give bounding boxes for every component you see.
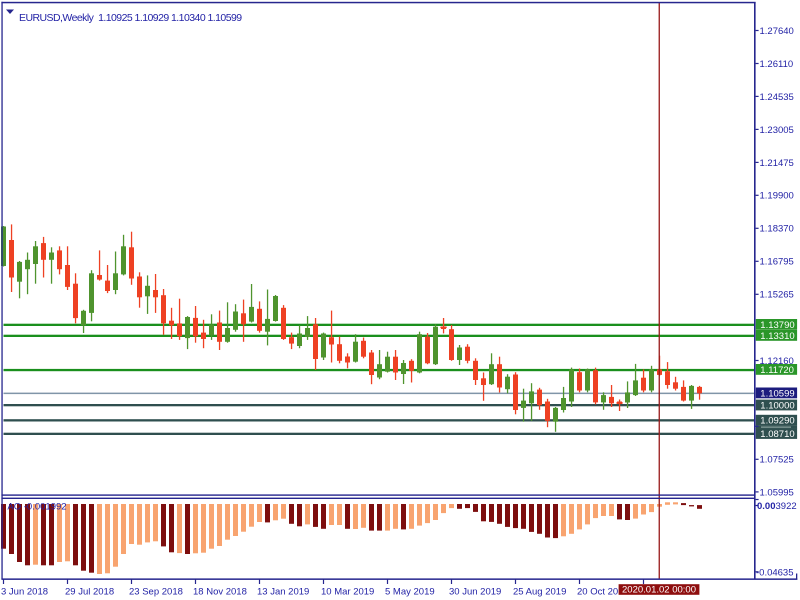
svg-text:1.13790: 1.13790 [760,320,794,331]
svg-text:23 Sep 2018: 23 Sep 2018 [129,586,183,597]
svg-text:13 Jan 2019: 13 Jan 2019 [257,586,309,597]
svg-text:1.12160: 1.12160 [760,356,794,367]
svg-text:1.13310: 1.13310 [760,331,794,342]
svg-text:10 Mar 2019: 10 Mar 2019 [321,586,374,597]
svg-text:1.23005: 1.23005 [760,125,794,136]
svg-text:2020.01.02 00:00: 2020.01.02 00:00 [622,585,696,596]
svg-text:1.19900: 1.19900 [760,191,794,202]
svg-text:3 Jun 2018: 3 Jun 2018 [1,586,48,597]
svg-text:20 Oct 2019: 20 Oct 2019 [577,586,629,597]
svg-text:30 Jun 2019: 30 Jun 2019 [449,586,501,597]
svg-text:29 Jul 2018: 29 Jul 2018 [65,586,114,597]
svg-text:25 Aug 2019: 25 Aug 2019 [513,586,566,597]
svg-text:1.15265: 1.15265 [760,290,794,301]
svg-text:1.18370: 1.18370 [760,224,794,235]
svg-text:AO -0.001992: AO -0.001992 [7,501,66,512]
svg-text:EURUSD,Weekly 1.10925 1.10929: EURUSD,Weekly 1.10925 1.10929 1.10340 1.… [19,12,242,24]
svg-text:18 Nov 2018: 18 Nov 2018 [193,586,247,597]
svg-text:1.09290: 1.09290 [760,416,794,427]
svg-text:1.24535: 1.24535 [760,92,794,103]
svg-text:-0.04635: -0.04635 [756,567,794,578]
svg-text:1.05995: 1.05995 [760,487,794,498]
svg-text:0.003922: 0.003922 [757,501,797,512]
svg-text:1.10000: 1.10000 [760,401,794,412]
svg-text:1.16795: 1.16795 [760,257,794,268]
svg-text:1.11720: 1.11720 [760,365,794,376]
svg-text:5 May 2019: 5 May 2019 [385,586,435,597]
svg-text:1.10599: 1.10599 [760,388,794,399]
svg-text:1.07525: 1.07525 [760,455,794,466]
svg-text:1.27640: 1.27640 [760,26,794,37]
svg-text:1.26110: 1.26110 [760,59,794,70]
svg-text:1.21475: 1.21475 [760,158,794,169]
svg-text:1.08710: 1.08710 [760,429,794,440]
